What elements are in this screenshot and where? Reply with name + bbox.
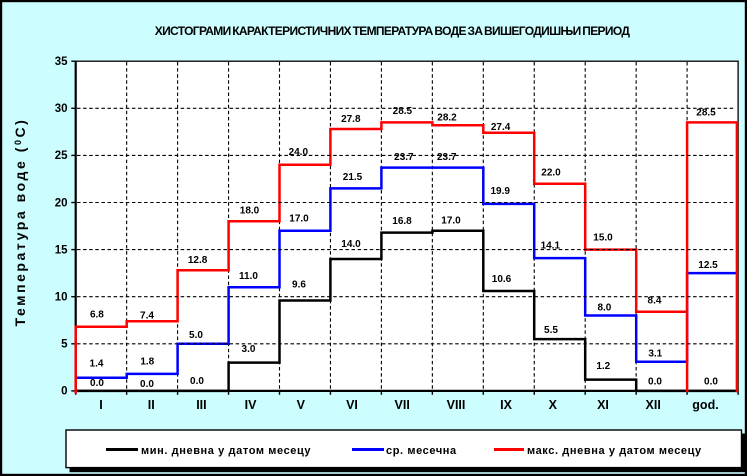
svg-text:XII: XII xyxy=(646,398,661,412)
svg-text:12.8: 12.8 xyxy=(188,255,208,266)
svg-text:27.4: 27.4 xyxy=(491,122,511,133)
svg-text:15: 15 xyxy=(55,244,68,256)
svg-text:28.5: 28.5 xyxy=(393,106,413,117)
svg-text:II: II xyxy=(148,398,155,412)
svg-text:9.6: 9.6 xyxy=(292,279,306,290)
svg-text:XI: XI xyxy=(597,398,609,412)
svg-text:25: 25 xyxy=(55,150,68,162)
svg-text:VI: VI xyxy=(346,398,358,412)
svg-text:15.0: 15.0 xyxy=(593,233,613,244)
svg-text:5.0: 5.0 xyxy=(189,330,203,341)
svg-text:8.4: 8.4 xyxy=(648,296,662,307)
svg-text:X: X xyxy=(549,398,558,412)
svg-text:мин. дневна у датом месецу: мин. дневна у датом месецу xyxy=(141,445,311,457)
svg-text:10: 10 xyxy=(55,292,68,304)
svg-text:6.8: 6.8 xyxy=(90,310,104,321)
svg-text:8.0: 8.0 xyxy=(597,303,611,314)
svg-text:17.0: 17.0 xyxy=(289,214,309,225)
svg-text:16.8: 16.8 xyxy=(392,216,412,227)
svg-text:23.7: 23.7 xyxy=(437,152,457,163)
svg-text:18.0: 18.0 xyxy=(240,205,260,216)
svg-text:III: III xyxy=(196,398,206,412)
svg-text:19.9: 19.9 xyxy=(490,186,510,197)
svg-text:3.1: 3.1 xyxy=(648,348,662,359)
svg-text:IV: IV xyxy=(245,398,257,412)
svg-text:22.0: 22.0 xyxy=(541,168,561,179)
svg-text:14.0: 14.0 xyxy=(341,239,361,250)
svg-text:17.0: 17.0 xyxy=(441,215,461,226)
svg-text:V: V xyxy=(297,398,306,412)
svg-text:0.0: 0.0 xyxy=(190,376,204,387)
svg-text:24.0: 24.0 xyxy=(289,147,309,158)
svg-text:1.2: 1.2 xyxy=(596,361,610,372)
svg-text:Температура воде (0C): Температура воде (0C) xyxy=(12,118,28,327)
svg-text:5: 5 xyxy=(61,339,68,351)
svg-text:7.4: 7.4 xyxy=(140,311,154,322)
svg-text:VIII: VIII xyxy=(447,398,466,412)
svg-text:ср. месечна: ср. месечна xyxy=(386,445,457,457)
svg-text:I: I xyxy=(99,398,102,412)
svg-text:VII: VII xyxy=(395,398,410,412)
svg-text:макс. дневна у датом месецу: макс. дневна у датом месецу xyxy=(527,445,702,457)
svg-text:10.6: 10.6 xyxy=(492,274,512,285)
svg-text:14.1: 14.1 xyxy=(541,241,561,252)
svg-text:21.5: 21.5 xyxy=(343,172,363,183)
svg-text:0.0: 0.0 xyxy=(90,378,104,389)
svg-text:IX: IX xyxy=(500,398,512,412)
svg-text:12.5: 12.5 xyxy=(698,260,718,271)
svg-text:0: 0 xyxy=(61,386,67,398)
svg-text:1.4: 1.4 xyxy=(90,358,104,369)
svg-text:28.2: 28.2 xyxy=(437,112,457,123)
svg-text:30: 30 xyxy=(55,103,68,115)
svg-text:11.0: 11.0 xyxy=(239,271,258,282)
svg-text:5.5: 5.5 xyxy=(544,325,558,336)
svg-text:0.0: 0.0 xyxy=(140,379,154,390)
svg-text:ХИСТОГРАМИ КАРАКТЕРИСТИЧНИХ ТЕ: ХИСТОГРАМИ КАРАКТЕРИСТИЧНИХ ТЕМПЕРАТУРА … xyxy=(155,24,631,38)
svg-text:28.5: 28.5 xyxy=(696,107,716,118)
svg-text:35: 35 xyxy=(55,56,68,68)
svg-text:23.7: 23.7 xyxy=(394,152,414,163)
svg-text:god.: god. xyxy=(692,398,718,412)
svg-text:3.0: 3.0 xyxy=(242,344,256,355)
svg-text:27.8: 27.8 xyxy=(341,114,361,125)
svg-text:1.8: 1.8 xyxy=(140,357,154,368)
svg-text:0.0: 0.0 xyxy=(648,376,662,387)
svg-text:20: 20 xyxy=(55,197,68,209)
svg-text:0.0: 0.0 xyxy=(704,377,718,388)
